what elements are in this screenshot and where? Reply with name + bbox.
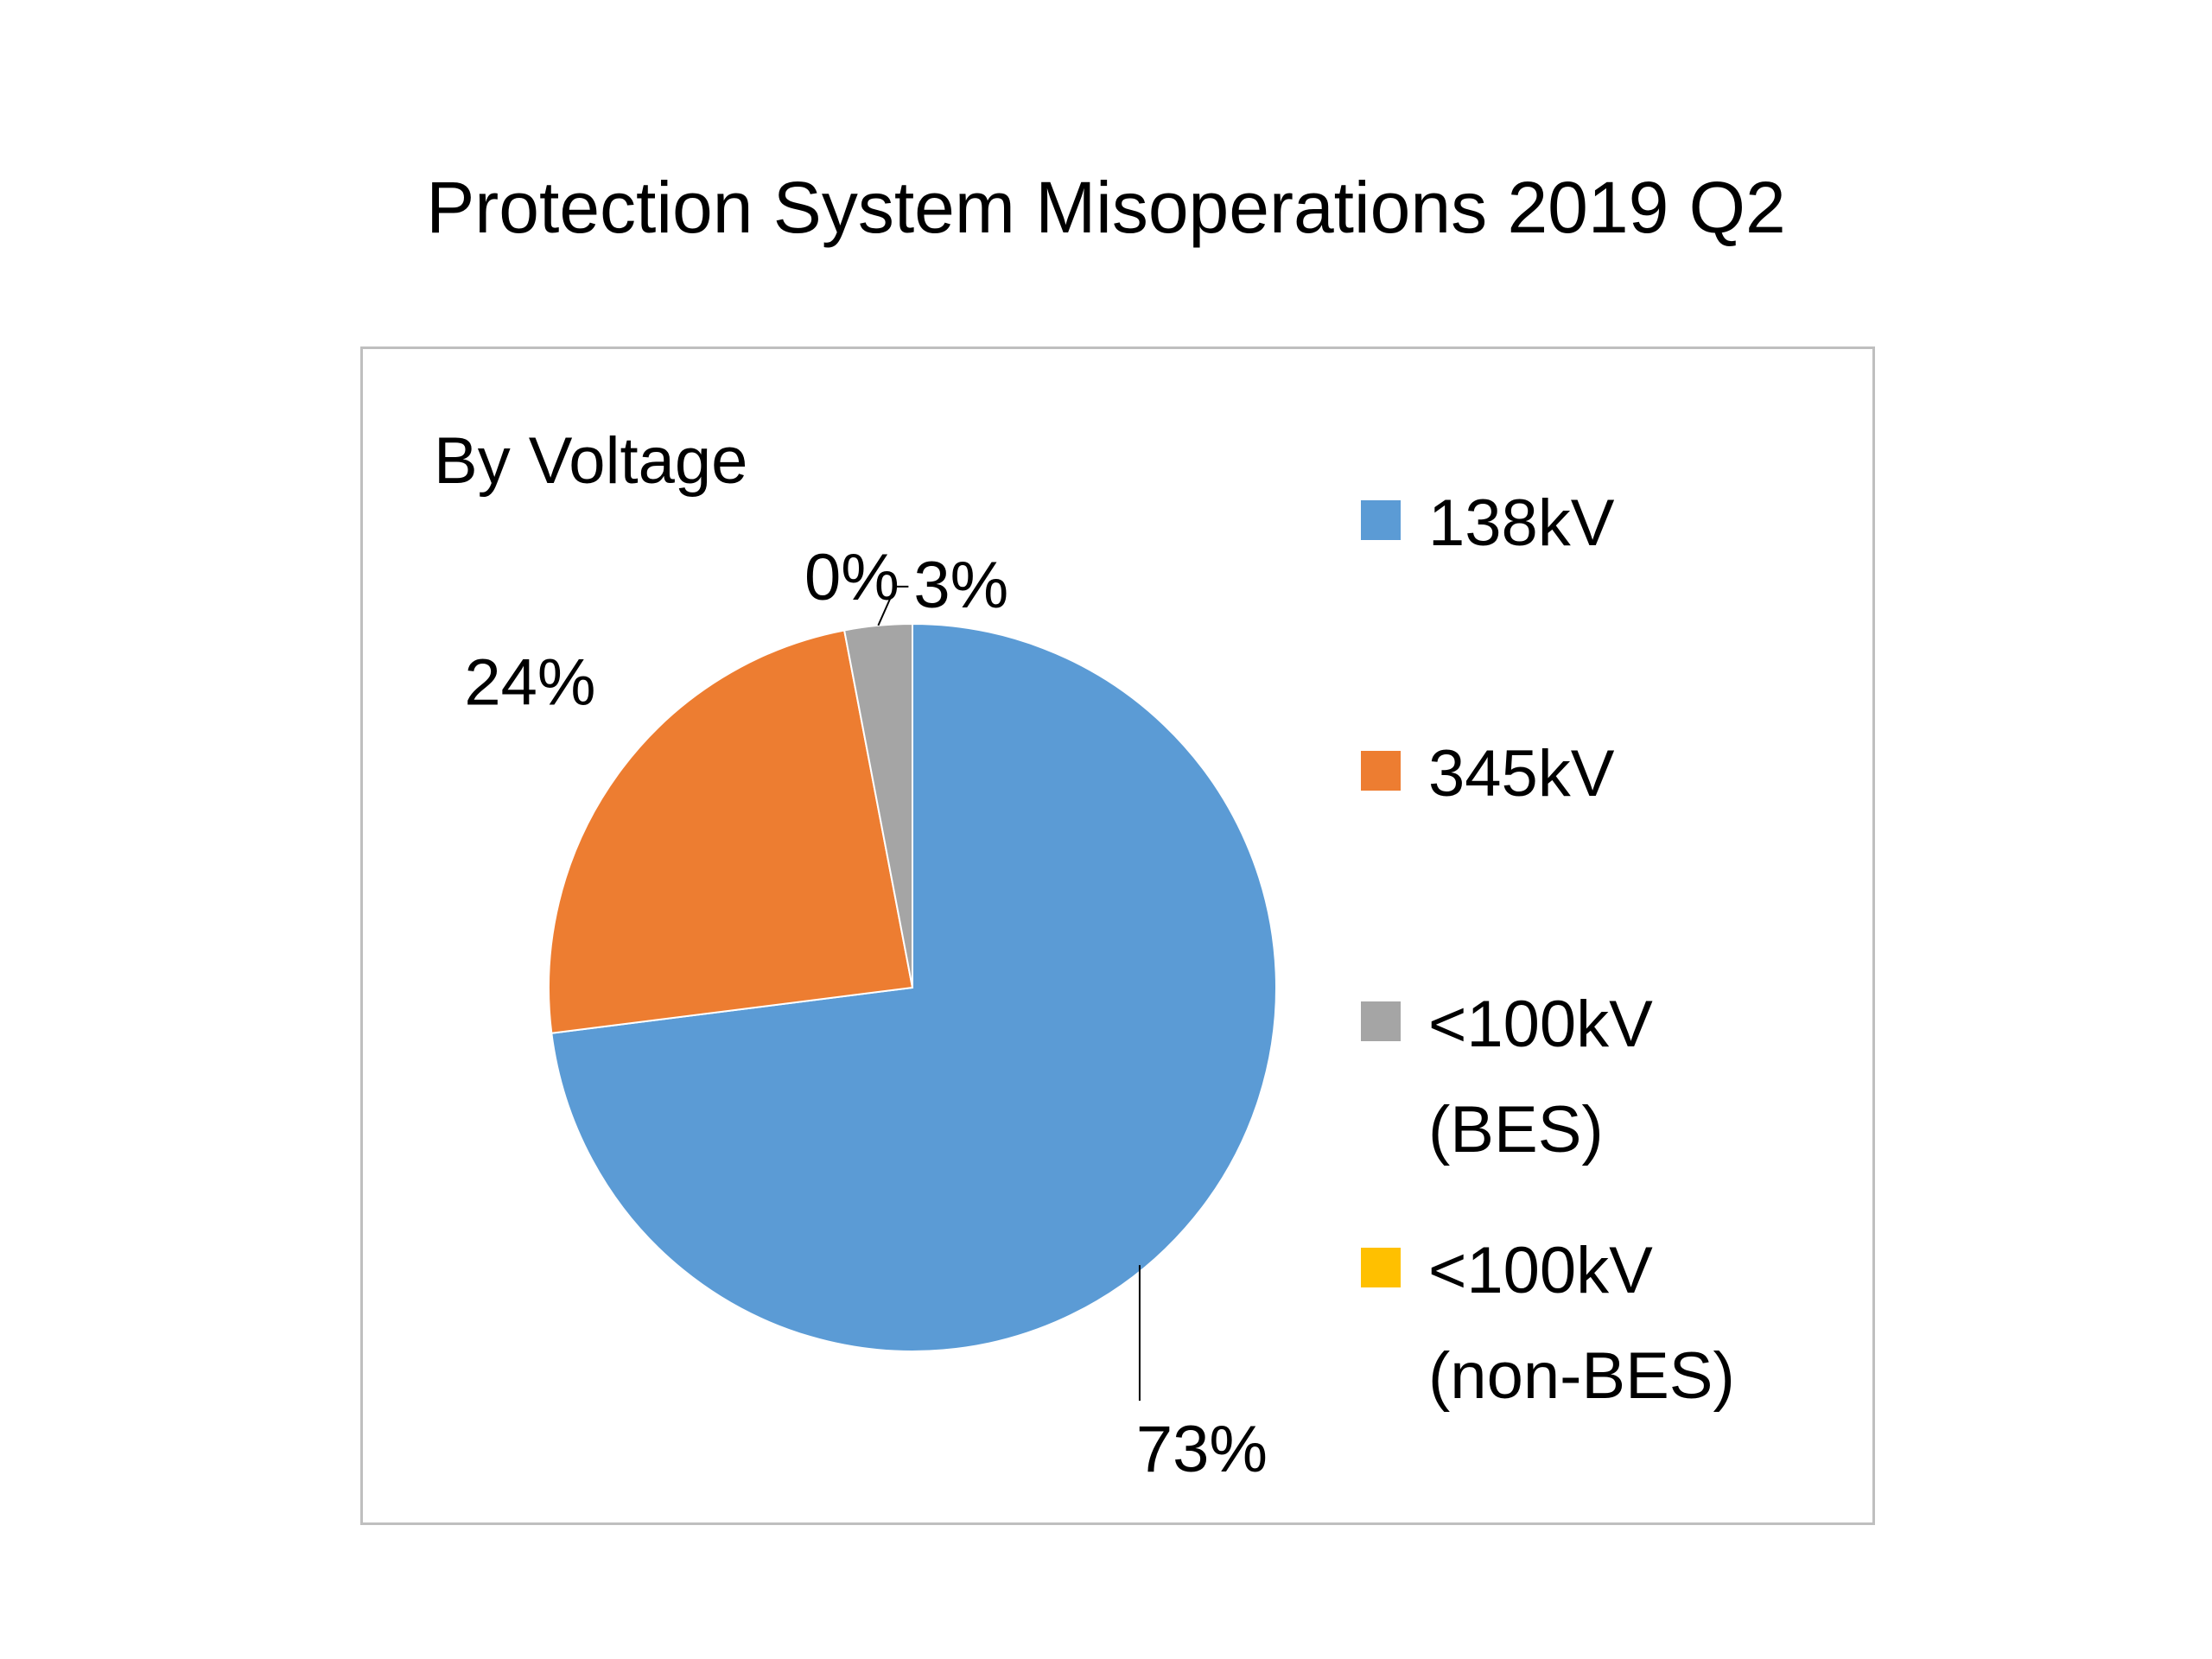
pie-chart: By Voltage 73% 24% 3%0% 138kV 345kV <100kV (B… (434, 424, 1735, 1486)
leader-line-100kv-bes (877, 585, 909, 626)
legend-label: (non-BES) (1428, 1339, 1735, 1413)
legend-swatch (1361, 751, 1401, 791)
legend-label: 345kV (1428, 737, 1615, 810)
legend-entry-138kv: 138kV (1361, 486, 1615, 560)
chart-title: By Voltage (434, 424, 747, 498)
legend-entry-345kv: 345kV (1361, 737, 1615, 810)
data-label-100kv-bes: 3% (913, 549, 1008, 622)
legend-label: <100kV (1428, 988, 1653, 1061)
legend-swatch (1361, 1001, 1401, 1041)
data-labels: 73% 24% 3%0% (464, 541, 1268, 1486)
slide-title: Protection System Misoperations 2019 Q2 (426, 167, 1786, 248)
leader-lines (877, 585, 1141, 1402)
legend-entry-100kv-bes: <100kV (BES) (1361, 988, 1653, 1166)
legend-label: <100kV (1428, 1234, 1653, 1307)
legend-label: (BES) (1428, 1093, 1604, 1166)
pie-slice-138kv (550, 622, 1277, 1352)
pie-slices (548, 622, 1277, 1352)
legend-label: 138kV (1428, 486, 1615, 560)
legend-swatch (1361, 1248, 1401, 1287)
chart-frame: By Voltage 73% 24% 3% 0% 138kV 345kV <100kV (B… (360, 346, 1875, 1525)
legend-entry-100kv-non-bes: <100kV (non-BES) (1361, 1234, 1735, 1413)
legend: 138kV 345kV <100kV (BES) <100kV (non-BES) (1361, 486, 1735, 1413)
data-label-345kv: 24% (464, 646, 595, 720)
pie-slice-100kv-bes (842, 622, 913, 988)
data-label-100kv-non-bes: 0% (804, 541, 899, 614)
data-label-138kv: 73% (1136, 1413, 1268, 1486)
legend-swatch (1361, 500, 1401, 540)
pie-slice-345kv (548, 629, 914, 1034)
